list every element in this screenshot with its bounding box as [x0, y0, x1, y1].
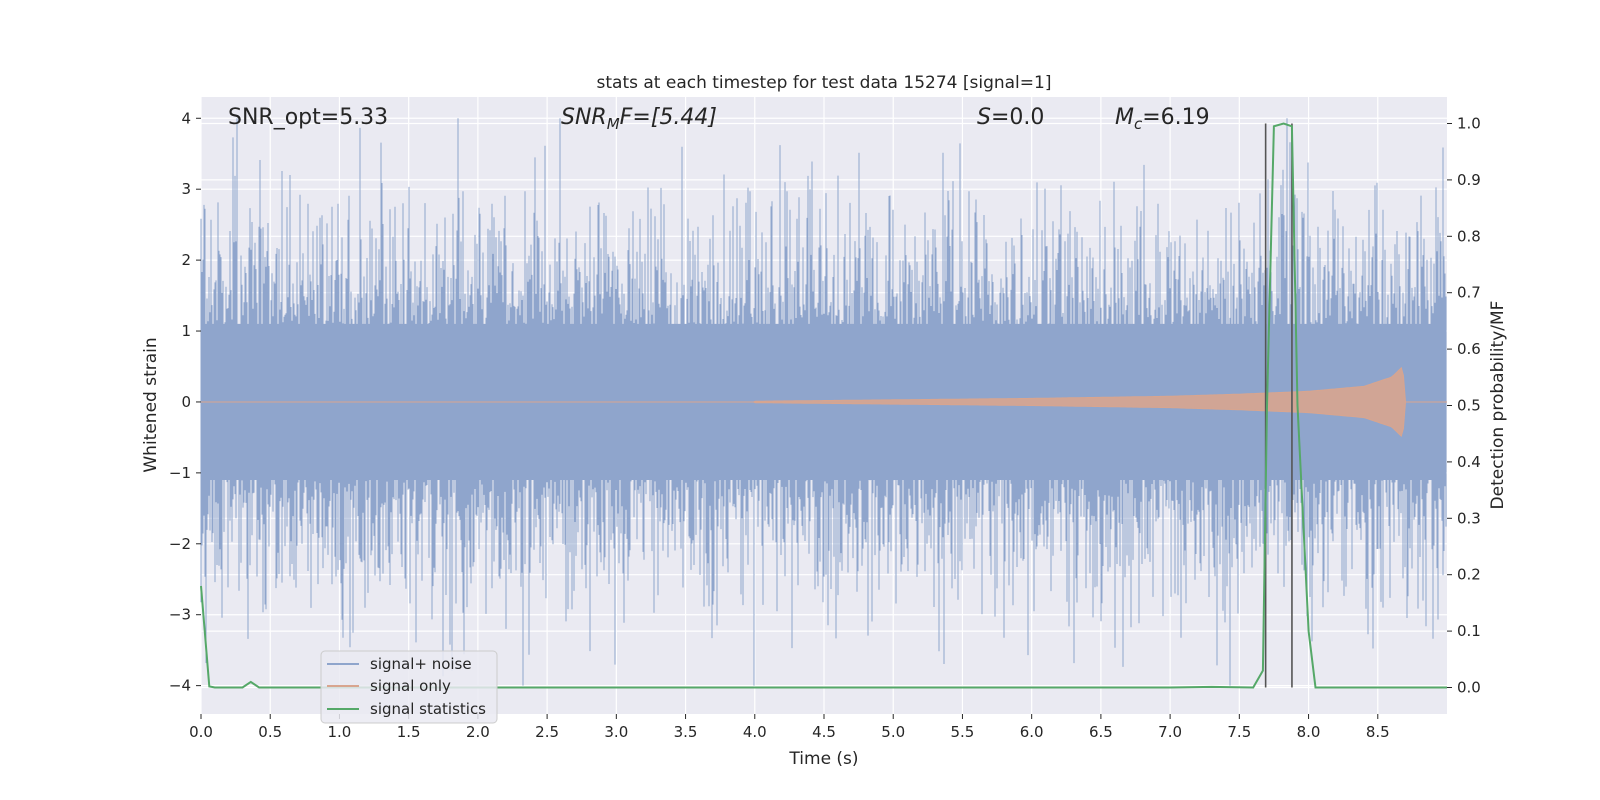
y-right-tick-label: 0.0 — [1457, 678, 1481, 696]
x-tick-label: 3.0 — [604, 723, 628, 741]
x-tick-label: 1.5 — [397, 723, 421, 741]
y-right-tick-label: 0.5 — [1457, 397, 1481, 415]
y-right-tick-label: 1.0 — [1457, 115, 1481, 133]
y-right-ticks: 1.0 0.9 0.8 0.7 0.6 0.5 0.4 0.3 0.2 0.1 0.0 — [1447, 115, 1481, 696]
x-ticks: 0.0 0.5 1.0 1.5 2.0 2.5 3.0 3.5 4.0 4.5 5.0 5.5 6.0 6… — [189, 714, 1390, 741]
y-right-tick-label: 0.2 — [1457, 566, 1481, 584]
mc-sub: c — [1134, 115, 1143, 133]
noise-trace — [200, 118, 1447, 686]
y-ticks: 4 3 2 1 0 −1 −2 −3 −4 — [169, 109, 201, 695]
snr-mf-main: SNR — [561, 105, 607, 130]
y-tick-label: 3 — [181, 180, 191, 198]
y-right-axis-label: Detection probability/MF — [1488, 301, 1508, 510]
mc-rest: =6.19 — [1142, 105, 1209, 130]
y-right-tick-label: 0.9 — [1457, 171, 1481, 189]
y-right-tick-label: 0.4 — [1457, 453, 1481, 471]
y-right-tick-label: 0.8 — [1457, 227, 1481, 245]
snr-mf-sub: M — [607, 115, 620, 133]
y-tick-label: −3 — [169, 606, 191, 624]
x-tick-label: 4.0 — [743, 723, 767, 741]
annotation-mc: Mc=6.19 — [1115, 105, 1210, 133]
y-axis-label: Whitened strain — [141, 337, 161, 472]
x-tick-label: 7.5 — [1227, 723, 1251, 741]
y-tick-label: −2 — [169, 535, 191, 553]
y-tick-label: −1 — [169, 464, 191, 482]
snr-mf-rest: F=[5.44] — [620, 105, 717, 130]
x-tick-label: 1.0 — [328, 723, 352, 741]
y-right-tick-label: 0.3 — [1457, 509, 1481, 527]
x-tick-label: 2.0 — [466, 723, 490, 741]
x-tick-label: 7.0 — [1158, 723, 1182, 741]
y-tick-label: 2 — [181, 251, 191, 269]
y-tick-label: −4 — [169, 677, 191, 695]
x-tick-label: 6.0 — [1020, 723, 1044, 741]
x-tick-label: 4.5 — [812, 723, 836, 741]
annotation-snr-opt: SNR_opt=5.33 — [228, 105, 388, 130]
x-tick-label: 5.0 — [881, 723, 905, 741]
s-rest: =0.0 — [991, 105, 1044, 130]
x-tick-label: 0.5 — [258, 723, 282, 741]
y-tick-label: 4 — [181, 109, 191, 127]
annotation-snr-mf: SNRMF=[5.44] — [561, 105, 717, 133]
x-tick-label: 3.5 — [674, 723, 698, 741]
y-right-tick-label: 0.1 — [1457, 622, 1481, 640]
noise-series — [200, 118, 1447, 686]
chart-title: stats at each timestep for test data 152… — [597, 73, 1052, 93]
y-right-tick-label: 0.7 — [1457, 284, 1481, 302]
legend-box — [320, 650, 498, 724]
legend-label-noise: signal+ noise — [370, 655, 472, 673]
x-axis-label: Time (s) — [788, 749, 858, 769]
y-tick-label: 1 — [181, 322, 191, 340]
x-tick-label: 8.0 — [1297, 723, 1321, 741]
s-main: S — [977, 105, 991, 130]
legend-label-signal: signal only — [370, 677, 451, 695]
signal-statistics-series — [200, 122, 1447, 689]
x-tick-label: 8.5 — [1366, 723, 1390, 741]
y-tick-label: 0 — [181, 393, 191, 411]
vertical-markers — [1264, 123, 1293, 688]
x-tick-label: 5.5 — [951, 723, 975, 741]
x-tick-label: 0.0 — [189, 723, 213, 741]
y-right-tick-label: 0.6 — [1457, 340, 1481, 358]
x-tick-label: 6.5 — [1089, 723, 1113, 741]
statistics-trace — [200, 122, 1447, 689]
annotation-s: S=0.0 — [977, 105, 1044, 130]
signal-trace — [201, 366, 1447, 438]
signal-only-series — [201, 366, 1447, 438]
x-tick-label: 2.5 — [535, 723, 559, 741]
legend-label-statistics: signal statistics — [370, 700, 486, 718]
mc-main: M — [1115, 105, 1134, 130]
legend: signal+ noise signal only signal statist… — [320, 650, 498, 724]
